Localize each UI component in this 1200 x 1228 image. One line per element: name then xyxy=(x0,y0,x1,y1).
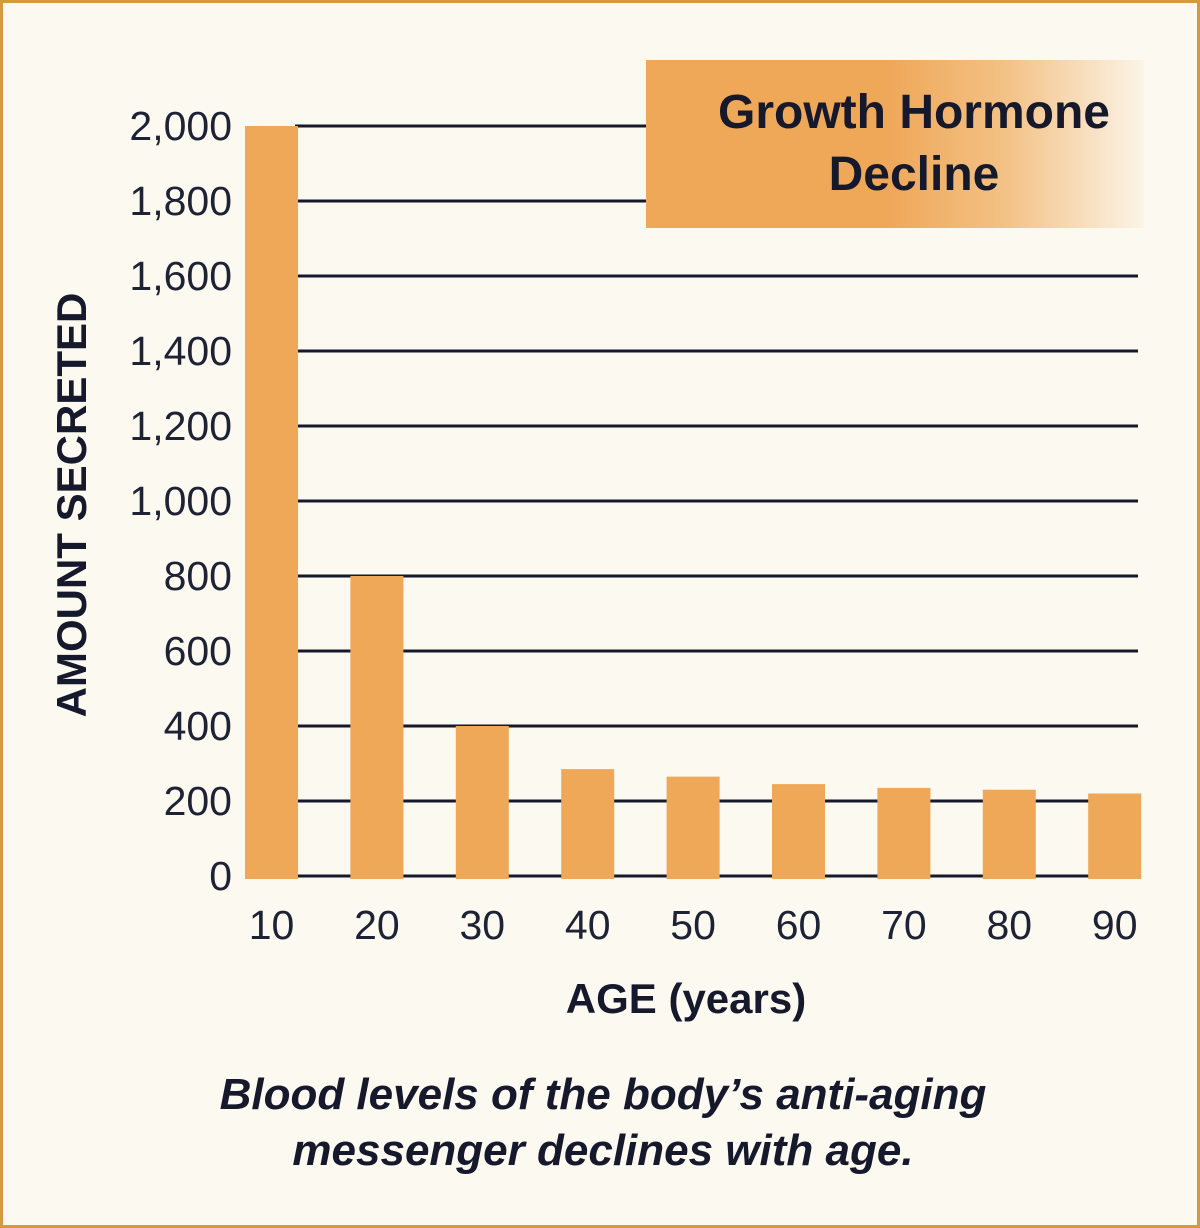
y-tick-label: 0 xyxy=(209,853,232,899)
chart-title: Growth Hormone Decline xyxy=(718,86,1110,201)
y-axis-ticks: 0 200 400 600 800 1,000 1,200 1,400 1,600 1,800 2,… xyxy=(129,103,232,899)
y-tick-label: 1,400 xyxy=(129,328,232,374)
x-tick-label: 60 xyxy=(776,902,822,948)
x-tick-label: 80 xyxy=(986,902,1032,948)
y-axis-title: AMOUNT SECRETED xyxy=(48,293,95,718)
x-tick-label: 40 xyxy=(565,902,611,948)
bar-age-50 xyxy=(666,776,720,879)
bars xyxy=(245,126,1142,879)
bar-age-70 xyxy=(877,787,931,879)
bar-age-90 xyxy=(1088,793,1142,879)
chart-caption: Blood levels of the body’s anti-aging me… xyxy=(219,1070,987,1175)
y-tick-label: 200 xyxy=(164,778,232,824)
bar-chart: 0 200 400 600 800 1,000 1,200 1,400 1,600 1,800 2,… xyxy=(48,103,1142,1022)
y-tick-label: 1,600 xyxy=(129,253,232,299)
bar-age-60 xyxy=(772,784,825,879)
x-tick-label: 10 xyxy=(249,902,295,948)
bar-age-10 xyxy=(245,126,298,879)
bar-age-20 xyxy=(350,576,404,879)
x-tick-label: 30 xyxy=(459,902,505,948)
bar-age-80 xyxy=(982,789,1036,879)
x-axis-title: AGE (years) xyxy=(566,975,806,1022)
y-tick-label: 600 xyxy=(164,628,232,674)
x-tick-label: 50 xyxy=(670,902,716,948)
x-axis-ticks: 10 20 30 40 50 60 70 80 90 xyxy=(249,902,1138,948)
x-tick-label: 70 xyxy=(881,902,927,948)
y-tick-label: 1,200 xyxy=(129,403,232,449)
gridlines xyxy=(295,124,1138,878)
chart-title-box: Growth Hormone Decline xyxy=(646,60,1144,228)
bar-age-40 xyxy=(561,769,615,879)
x-tick-label: 90 xyxy=(1092,902,1138,948)
y-tick-label: 2,000 xyxy=(129,103,232,149)
x-tick-label: 20 xyxy=(354,902,400,948)
y-tick-label: 800 xyxy=(164,553,232,599)
y-tick-label: 400 xyxy=(164,703,232,749)
y-tick-label: 1,000 xyxy=(129,478,232,524)
bar-age-30 xyxy=(455,726,509,879)
y-tick-label: 1,800 xyxy=(129,178,232,224)
